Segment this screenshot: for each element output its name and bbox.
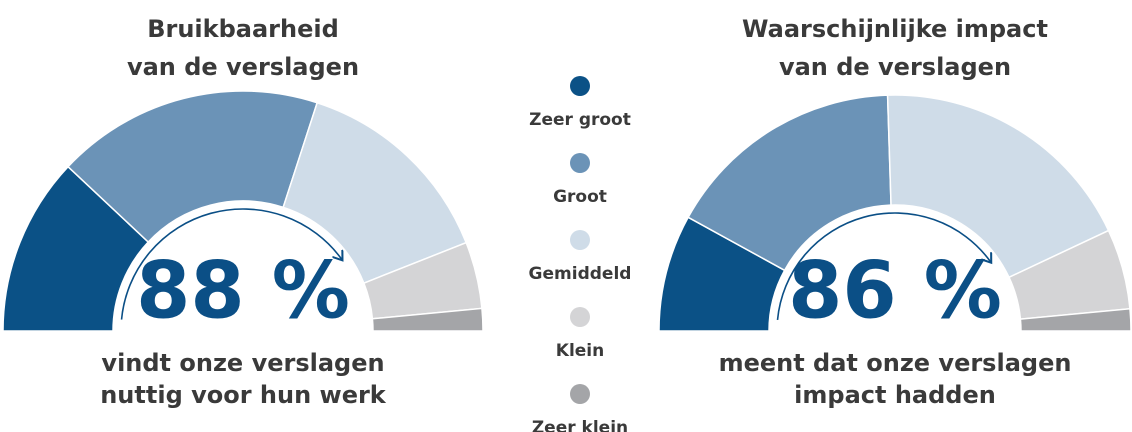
caption: vindt onze verslagen: [101, 349, 384, 377]
legend-swatch: [570, 76, 590, 96]
caption: meent dat onze verslagen: [719, 349, 1072, 377]
legend-swatch: [570, 307, 590, 327]
gauge-segment: [371, 307, 484, 332]
gauge-segment: [66, 90, 319, 244]
legend-label: Klein: [556, 341, 604, 361]
gauge-segment: [1019, 307, 1132, 332]
gauge-title: van de verslagen: [127, 53, 359, 81]
legend-swatch: [570, 153, 590, 173]
legend-swatch: [570, 384, 590, 404]
gauge-segment: [886, 94, 1110, 279]
legend-swatch: [570, 230, 590, 250]
legend-label: Gemiddeld: [529, 264, 632, 284]
gauge-segment: [687, 94, 892, 272]
arrow: [120, 208, 342, 320]
headline: 86 %: [788, 246, 1002, 336]
legend-label: Zeer klein: [532, 418, 628, 432]
gauge-title: Waarschijnlijke impact: [742, 15, 1048, 43]
caption: impact hadden: [794, 381, 996, 409]
caption: nuttig voor hun werk: [100, 381, 387, 409]
gauge-title: van de verslagen: [779, 53, 1011, 81]
legend-label: Zeer groot: [529, 110, 631, 130]
headline: 88 %: [136, 246, 350, 336]
legend-label: Groot: [553, 187, 607, 207]
gauge-title: Bruikbaarheid: [147, 15, 339, 43]
arrow: [776, 212, 991, 320]
